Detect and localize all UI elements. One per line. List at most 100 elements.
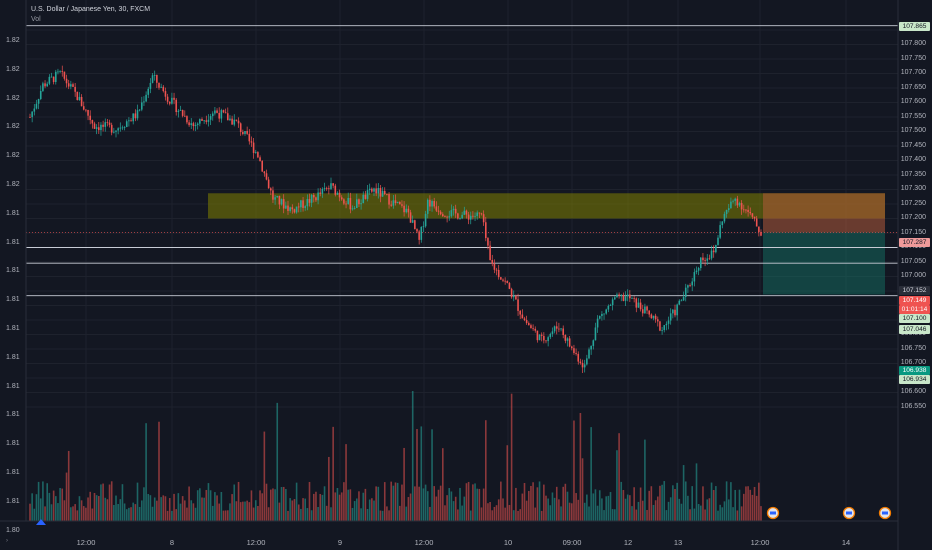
volume-bar	[57, 503, 59, 521]
candle-body	[491, 259, 494, 264]
volume-bar	[248, 502, 251, 521]
candle-body	[637, 302, 640, 308]
price-tick-label: 107.450	[900, 141, 926, 149]
candle-body	[67, 83, 70, 87]
volume-bar	[611, 509, 614, 521]
candle-body	[184, 115, 186, 117]
candle-body	[87, 109, 89, 116]
volume-bar	[560, 506, 562, 521]
candle-body	[323, 188, 326, 189]
candle-body	[386, 194, 388, 195]
candle-body	[622, 294, 625, 301]
left-tick-label: 1.80	[6, 526, 20, 534]
candle-body	[364, 194, 367, 199]
volume-bar	[700, 505, 702, 521]
volume-bar	[573, 420, 575, 521]
volume-bar	[136, 482, 139, 521]
volume-bar	[525, 500, 528, 521]
volume-bar	[308, 481, 311, 521]
volume-bar	[708, 498, 711, 521]
candlesticks	[29, 65, 762, 373]
volume-bar	[351, 507, 354, 521]
candle-body	[403, 205, 405, 213]
price-tick-label: 107.800	[900, 40, 926, 47]
candle-body	[44, 83, 46, 87]
volume-bar	[654, 500, 657, 521]
candle-body	[532, 328, 534, 330]
candle-body	[265, 173, 268, 180]
candle-body	[70, 84, 72, 87]
volume-bar	[276, 402, 279, 521]
left-tick-label: 1.81	[6, 353, 20, 361]
candle-body	[33, 108, 36, 112]
candle-body	[446, 216, 448, 218]
volume-bar	[44, 506, 46, 521]
price-tag-countdown: 01:01:14	[899, 305, 930, 314]
candle-body	[583, 364, 586, 368]
volume-bar	[678, 498, 681, 521]
volume-bar	[125, 509, 128, 521]
candle-body	[485, 222, 487, 239]
left-tick-label: 1.82	[6, 94, 20, 102]
candle-body	[667, 320, 670, 324]
candle-body	[209, 116, 212, 120]
volume-bar	[616, 450, 618, 521]
candle-body	[448, 216, 451, 218]
candle-body	[65, 78, 68, 84]
settings-icon[interactable]: ›	[6, 538, 8, 544]
volume-bar	[601, 498, 603, 521]
volume-bar	[295, 482, 298, 521]
volume-bar	[596, 505, 599, 521]
volume-bar	[338, 494, 341, 521]
price-tick-label: 106.700	[900, 359, 926, 366]
candle-body	[394, 200, 397, 204]
volume-bar	[495, 505, 498, 521]
candle-body	[420, 226, 423, 240]
volume-bar	[452, 501, 455, 521]
event-flag-icon[interactable]	[878, 506, 892, 520]
candle-body	[702, 257, 704, 261]
ideas-icon[interactable]	[36, 519, 46, 525]
price-tick-label: 107.700	[900, 69, 926, 76]
volume-bar	[153, 497, 156, 521]
candle-body	[117, 128, 119, 131]
volume-bar	[270, 489, 272, 521]
candle-body	[63, 71, 66, 79]
volume-bar	[199, 488, 201, 521]
candle-body	[663, 325, 666, 331]
volume-bar	[67, 450, 70, 521]
volume-bar	[672, 485, 674, 521]
candle-body	[629, 294, 631, 299]
candle-body	[366, 190, 369, 199]
candle-body	[474, 216, 476, 217]
price-tag-line: 106.934	[899, 375, 930, 384]
horizontal-levels[interactable]	[26, 25, 898, 297]
volume-bar	[469, 510, 472, 521]
volume-bar	[626, 494, 629, 521]
volume-bar	[661, 484, 663, 521]
volume-bar	[478, 488, 481, 521]
candle-body	[396, 201, 399, 204]
candle-body	[755, 218, 758, 227]
volume-bar	[128, 507, 130, 521]
volume-bar	[166, 510, 169, 521]
candle-body	[115, 130, 117, 132]
volume-bar	[583, 502, 586, 521]
candle-body	[665, 323, 668, 326]
candle-body	[57, 71, 59, 73]
candle-body	[586, 358, 588, 365]
volume-bar	[579, 413, 582, 521]
candle-body	[723, 213, 726, 222]
candle-body	[497, 269, 500, 278]
candle-body	[575, 352, 577, 354]
candle-body	[624, 296, 627, 301]
candle-body	[201, 119, 203, 121]
volume-bar	[302, 498, 304, 521]
candle-body	[618, 294, 620, 296]
event-markers[interactable]	[36, 506, 892, 526]
event-flag-icon[interactable]	[766, 506, 780, 520]
volume-bar	[396, 482, 399, 521]
event-flag-icon[interactable]	[842, 506, 856, 520]
volume-bar	[493, 506, 496, 521]
